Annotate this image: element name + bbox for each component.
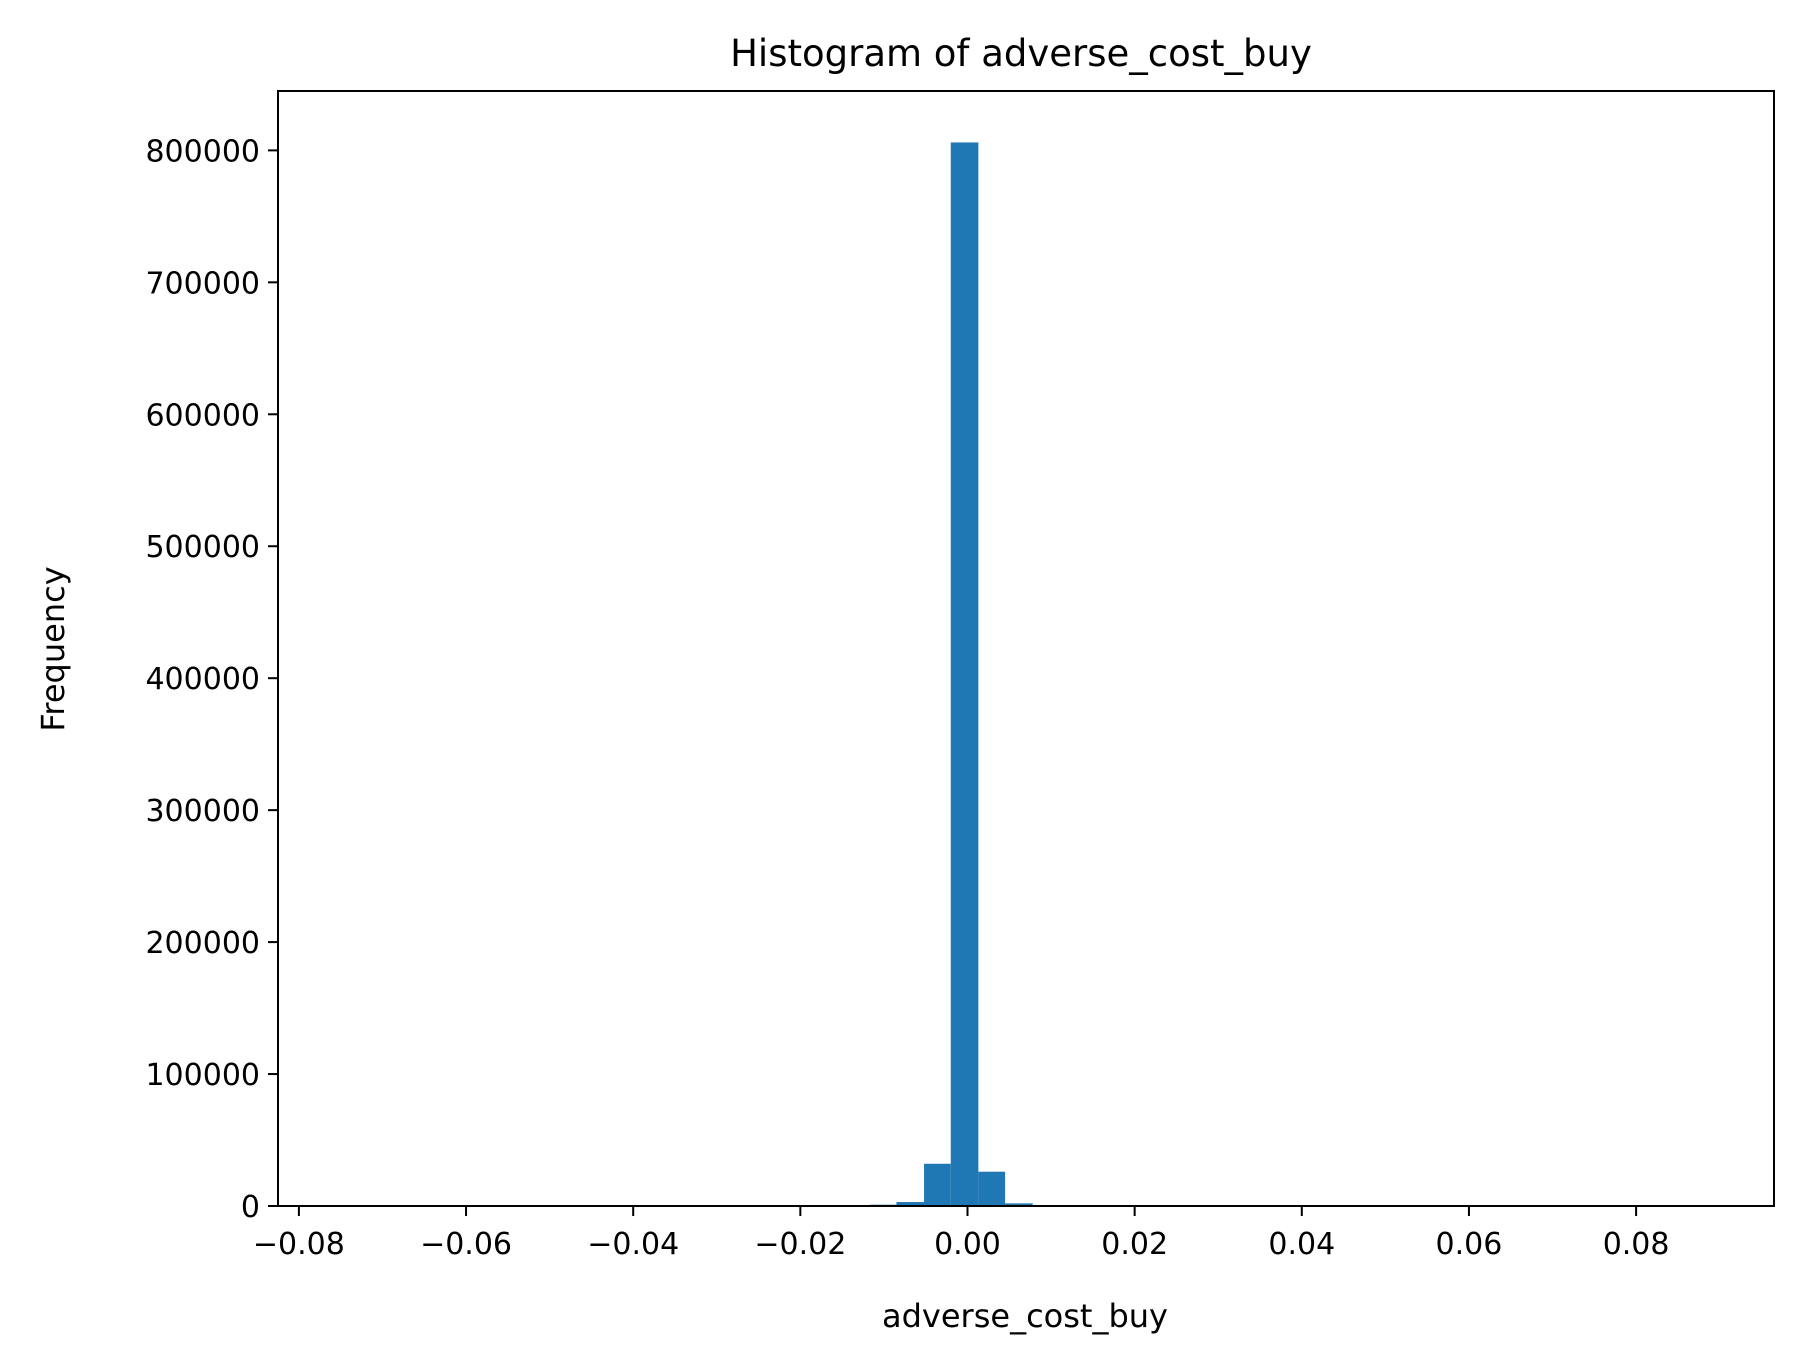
y-tick-label: 700000 xyxy=(145,266,260,301)
histogram-bar xyxy=(896,1202,925,1206)
y-tick-label: 100000 xyxy=(145,1058,260,1093)
y-tick-label: 200000 xyxy=(145,926,260,961)
y-tick-label: 300000 xyxy=(145,794,260,829)
x-axis-label: adverse_cost_buy xyxy=(882,1297,1168,1335)
x-tick-label: 0.04 xyxy=(1268,1227,1335,1262)
chart-title: Histogram of adverse_cost_buy xyxy=(730,32,1312,75)
x-tick-label: −0.02 xyxy=(754,1227,846,1262)
y-axis-ticks: 0 100000 200000 300000 400000 500000 600000 700… xyxy=(145,134,278,1225)
y-tick-label: 0 xyxy=(241,1190,260,1225)
y-tick-label: 500000 xyxy=(145,530,260,565)
y-tick-label: 600000 xyxy=(145,398,260,433)
histogram-bar xyxy=(924,1163,951,1206)
histogram-bar xyxy=(950,142,979,1206)
y-tick-label: 400000 xyxy=(145,662,260,697)
x-tick-label: −0.04 xyxy=(587,1227,679,1262)
y-axis-label: Frequency xyxy=(34,566,72,731)
bars-group xyxy=(869,142,1060,1206)
x-tick-label: 0.00 xyxy=(934,1227,1001,1262)
y-tick-label: 800000 xyxy=(145,134,260,169)
x-tick-label: 0.02 xyxy=(1101,1227,1168,1262)
histogram-bar xyxy=(1005,1203,1033,1206)
plot-frame xyxy=(277,90,1775,1207)
x-axis-ticks: −0.08 −0.06 −0.04 −0.02 0.00 0.02 0.04 0.06 0.08 xyxy=(253,1206,1670,1262)
x-tick-label: 0.08 xyxy=(1603,1227,1670,1262)
histogram-bar xyxy=(978,1171,1006,1206)
x-tick-label: −0.06 xyxy=(420,1227,512,1262)
x-tick-label: −0.08 xyxy=(253,1227,345,1262)
x-tick-label: 0.06 xyxy=(1436,1227,1503,1262)
